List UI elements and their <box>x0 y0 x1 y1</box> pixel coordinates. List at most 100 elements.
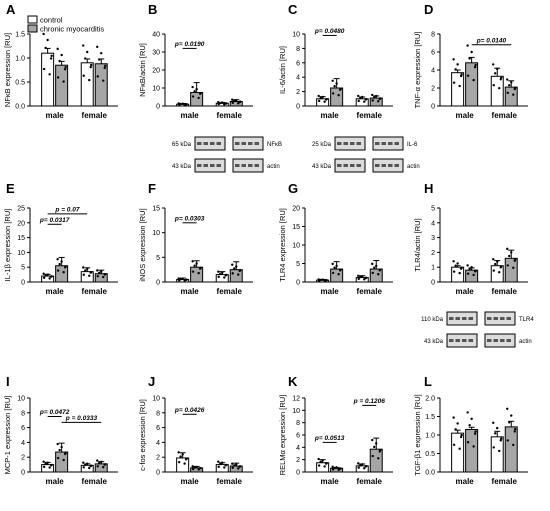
data-point <box>221 101 224 104</box>
data-point <box>64 265 67 268</box>
data-point <box>317 464 321 467</box>
blot-band <box>337 142 342 145</box>
data-point <box>217 460 220 463</box>
data-point <box>470 266 473 269</box>
data-point <box>191 85 194 89</box>
data-point <box>363 467 366 470</box>
data-point <box>104 272 107 276</box>
legend-label-myocarditis: chronic myocarditis <box>40 25 104 34</box>
data-point <box>199 466 202 470</box>
data-point <box>56 76 60 79</box>
y-tick-label: 10 <box>292 243 300 250</box>
y-tick-label: 0 <box>21 280 25 287</box>
y-tick-label: 8 <box>296 46 300 53</box>
kda-label: 65 kDa <box>172 142 192 148</box>
data-point <box>231 466 234 470</box>
x-tick-label: male <box>456 111 475 120</box>
blot-band <box>375 142 380 145</box>
y-tick-label: 8 <box>296 420 300 427</box>
data-point <box>96 269 99 272</box>
data-point <box>86 50 89 54</box>
kda-label: 110 kDa <box>421 317 444 323</box>
data-point <box>82 466 85 469</box>
data-point <box>359 275 362 279</box>
protein-label: actin <box>519 339 532 345</box>
data-point <box>104 463 107 466</box>
data-point <box>333 266 336 269</box>
blot-band <box>375 164 380 167</box>
x-tick-label: female <box>217 111 243 120</box>
blot-band <box>203 164 208 167</box>
y-tick-label: 10 <box>17 250 25 257</box>
data-point <box>514 86 517 90</box>
data-point <box>473 65 477 69</box>
panel-letter: L <box>424 374 432 389</box>
y-axis-label: TGF-β1 expression [RU] <box>413 394 422 475</box>
data-point <box>90 270 93 274</box>
blot-band <box>394 164 399 167</box>
data-point <box>357 466 360 469</box>
panel-letter: G <box>288 181 298 196</box>
data-point <box>217 465 220 469</box>
data-point <box>459 435 463 439</box>
kda-label: 25 kDa <box>312 142 332 148</box>
data-point <box>48 466 51 469</box>
data-point <box>225 463 228 467</box>
y-tick-label: 0 <box>431 104 435 111</box>
data-point <box>183 103 186 107</box>
data-point <box>454 68 457 71</box>
data-point <box>375 442 378 445</box>
data-point <box>359 464 362 467</box>
data-point <box>357 277 360 281</box>
data-point <box>492 63 495 66</box>
data-point <box>371 99 374 102</box>
y-tick-label: 2 <box>21 455 25 462</box>
blot-band <box>343 142 348 145</box>
p-value-label: p= 0.0472 <box>39 409 70 416</box>
data-point <box>339 268 342 271</box>
data-point <box>466 44 469 47</box>
data-point <box>62 458 65 462</box>
data-point <box>363 100 366 103</box>
data-point <box>233 464 236 467</box>
bar <box>465 428 479 473</box>
data-point <box>473 432 477 435</box>
data-point <box>494 262 497 266</box>
data-point <box>331 92 335 95</box>
blot-band <box>254 142 259 145</box>
data-point <box>492 421 495 424</box>
data-point <box>454 428 457 431</box>
data-point <box>458 271 461 275</box>
data-point <box>42 67 46 71</box>
data-point <box>50 463 53 467</box>
data-point <box>512 443 515 447</box>
data-point <box>496 260 499 263</box>
data-point <box>225 273 228 277</box>
bar <box>465 62 479 107</box>
data-point <box>456 422 459 425</box>
blot-band <box>462 317 467 320</box>
blot-band <box>356 164 361 167</box>
blot-band <box>493 317 498 320</box>
data-point <box>181 453 184 456</box>
y-tick-label: 4 <box>296 445 300 452</box>
data-point <box>197 468 200 471</box>
blot-band <box>210 142 215 145</box>
data-point <box>494 72 497 75</box>
data-point <box>452 260 455 263</box>
panel-letter: C <box>288 2 298 17</box>
data-point <box>181 277 184 281</box>
data-point <box>500 76 503 79</box>
data-point <box>183 462 186 465</box>
legend-swatch-control <box>27 15 38 24</box>
blot-band <box>241 164 246 167</box>
data-point <box>219 101 222 105</box>
y-tick-label: 10 <box>292 32 300 39</box>
data-point <box>191 270 195 273</box>
panel-G: G 0 5 10 15 20 TLR4 expression [RU] male female <box>278 181 393 296</box>
data-point <box>494 432 497 435</box>
data-point <box>177 102 180 105</box>
data-point <box>510 81 513 84</box>
panel-letter: F <box>148 181 156 196</box>
